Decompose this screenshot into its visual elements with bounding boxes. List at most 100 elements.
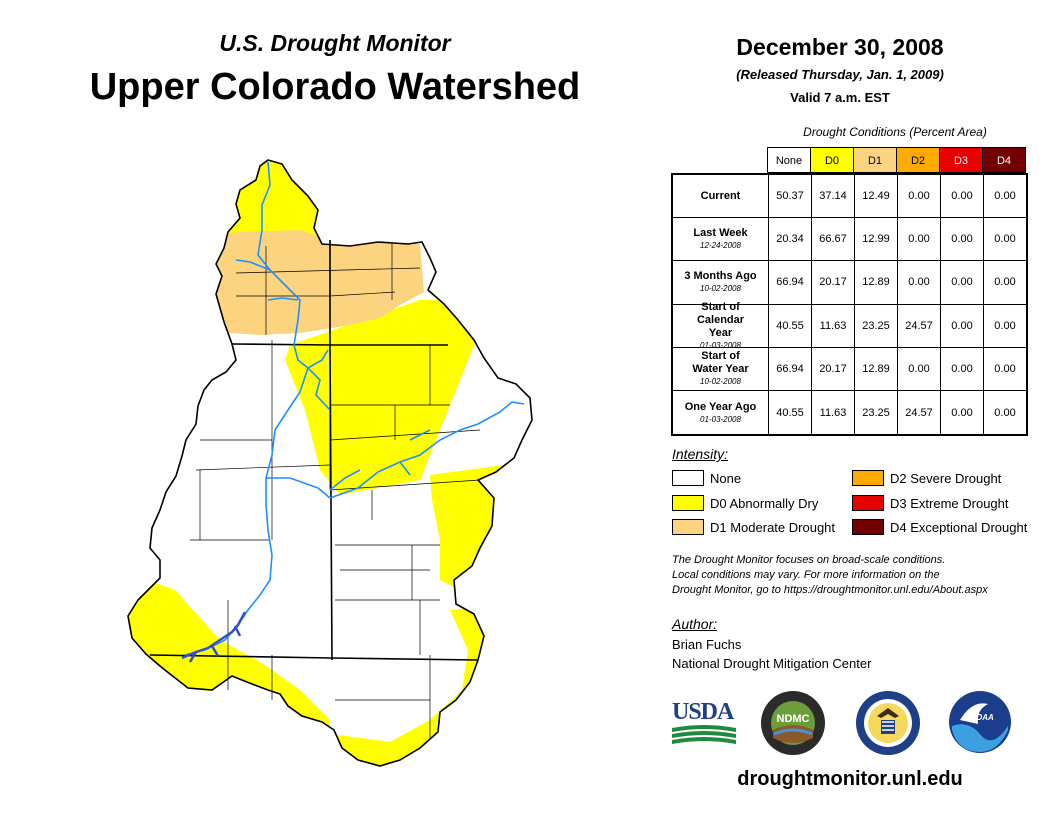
legend-label: D1 Moderate Drought xyxy=(710,519,836,535)
usda-logo-text: USDA xyxy=(672,699,734,725)
row-label: Start of Water Year 10-02-2008 xyxy=(673,347,769,390)
release-date: (Released Thursday, Jan. 1, 2009) xyxy=(736,67,944,82)
table-cell: 40.55 xyxy=(769,304,812,347)
row-label-date: 10-02-2008 xyxy=(700,284,741,294)
row-label: Last Week 12-24-2008 xyxy=(673,218,769,261)
table-cell: 0.00 xyxy=(941,390,984,435)
table-cell: 12.89 xyxy=(855,261,898,304)
table-cell: 20.17 xyxy=(812,347,855,390)
ndmc-logo-text: NDMC xyxy=(777,713,810,725)
table-cell: 0.00 xyxy=(898,347,941,390)
table-cell: 0.00 xyxy=(994,276,1016,289)
table-cell: 0.00 xyxy=(994,319,1016,332)
table-cell: 37.14 xyxy=(812,175,855,218)
disclaimer-note: The Drought Monitor focuses on broad-sca… xyxy=(672,553,1042,598)
legend-item-d2: D2 Severe Drought xyxy=(852,470,1001,486)
table-cell: 24.57 xyxy=(898,304,941,347)
table-cell: 12.49 xyxy=(855,175,898,218)
table-cell: 66.94 xyxy=(769,347,812,390)
legend-item-none: None xyxy=(672,470,741,486)
table-row-current: Current 50.37 37.14 12.49 0.00 0.00 0.00 xyxy=(673,175,1026,219)
table-cell: 11.63 xyxy=(812,390,855,435)
valid-time: Valid 7 a.m. EST xyxy=(790,90,890,105)
author-organization: National Drought Mitigation Center xyxy=(672,656,872,671)
column-header-d4: D4 xyxy=(982,147,1026,173)
legend-label: D2 Severe Drought xyxy=(890,470,1002,486)
table-cell: 50.37 xyxy=(769,175,812,218)
table-cell: 0.00 xyxy=(994,362,1016,375)
river-network xyxy=(184,161,525,656)
table-cell: 0.00 xyxy=(898,261,941,304)
ndmc-logo: NDMC xyxy=(761,691,825,755)
row-label: One Year Ago 01-03-2008 xyxy=(673,390,769,435)
row-label: 3 Months Ago 10-02-2008 xyxy=(673,261,769,304)
column-header-d2: D2 xyxy=(896,147,940,173)
column-header-d3: D3 xyxy=(939,147,983,173)
table-row-start-of-calendar-year: Start of Calendar Year 01-03-2008 40.55 … xyxy=(673,301,1026,350)
legend-swatch xyxy=(852,519,884,535)
legend-swatch xyxy=(852,495,884,511)
row-label-text: 3 Months Ago xyxy=(684,270,757,283)
table-cell: 20.17 xyxy=(812,261,855,304)
author-heading: Author: xyxy=(672,616,718,632)
table-row-3-months-ago: 3 Months Ago 10-02-2008 66.94 20.17 12.8… xyxy=(673,261,1026,305)
table-cell: 0.00 xyxy=(941,304,984,347)
column-header-d0: D0 xyxy=(810,147,854,173)
row-label-date: 12-24-2008 xyxy=(700,241,741,251)
legend-label: D0 Abnormally Dry xyxy=(710,495,819,511)
table-cell: 0.00 xyxy=(994,233,1016,246)
row-label: Start of Calendar Year 01-03-2008 xyxy=(673,301,769,350)
table-cell: 40.55 xyxy=(769,390,812,435)
table-cell: 0.00 xyxy=(898,175,941,218)
drought-conditions-table: Current 50.37 37.14 12.49 0.00 0.00 0.00… xyxy=(671,173,1028,437)
table-cell: 66.67 xyxy=(812,218,855,261)
legend-item-d1: D1 Moderate Drought xyxy=(672,519,835,535)
note-line: The Drought Monitor focuses on broad-sca… xyxy=(672,554,946,566)
table-row-start-of-water-year: Start of Water Year 10-02-2008 66.94 20.… xyxy=(673,347,1026,391)
row-label-text: Last Week xyxy=(693,227,748,240)
commerce-seal-logo xyxy=(856,691,920,755)
lake-powell xyxy=(181,611,247,663)
table-cell: 12.89 xyxy=(855,347,898,390)
legend-label: D4 Exceptional Drought xyxy=(890,519,1028,535)
table-cell: 0.00 xyxy=(941,347,984,390)
legend-item-d0: D0 Abnormally Dry xyxy=(672,495,818,511)
d1-area-north xyxy=(200,230,424,335)
row-label: Current xyxy=(673,175,769,218)
map-subtitle: U.S. Drought Monitor xyxy=(219,30,451,56)
author-name: Brian Fuchs xyxy=(672,637,742,652)
website-url[interactable]: droughtmonitor.unl.edu xyxy=(737,768,963,790)
noaa-logo: NOAA xyxy=(949,691,1011,753)
row-label-text: One Year Ago xyxy=(684,400,757,413)
row-label-text: Start of Water Year xyxy=(692,350,749,376)
row-label-date: 01-03-2008 xyxy=(700,414,741,424)
legend-swatch xyxy=(672,495,704,511)
table-cell: 0.00 xyxy=(941,261,984,304)
legend-item-d3: D3 Extreme Drought xyxy=(852,495,1009,511)
noaa-logo-text: NOAA xyxy=(970,713,994,722)
table-cell: 0.00 xyxy=(941,218,984,261)
column-header-d1: D1 xyxy=(853,147,897,173)
legend-title: Intensity: xyxy=(672,446,729,462)
table-cell: 11.63 xyxy=(812,304,855,347)
column-header-none: None xyxy=(767,147,811,173)
table-cell: 66.94 xyxy=(769,261,812,304)
legend-swatch xyxy=(852,470,884,486)
row-label-date: 01-03-2008 xyxy=(700,340,741,350)
table-cell: 0.00 xyxy=(898,218,941,261)
row-label-text: Start of Calendar Year xyxy=(696,300,745,339)
table-cell: 0.00 xyxy=(994,406,1016,419)
usda-logo-stripes xyxy=(672,725,736,744)
table-cell: 12.99 xyxy=(855,218,898,261)
table-caption: Drought Conditions (Percent Area) xyxy=(803,125,987,139)
legend-swatch xyxy=(672,519,704,535)
legend-label: D3 Extreme Drought xyxy=(890,495,1009,511)
table-cell: 23.25 xyxy=(855,390,898,435)
legend-label: None xyxy=(710,470,742,486)
map-title: Upper Colorado Watershed xyxy=(89,66,581,108)
legend-swatch xyxy=(672,470,704,486)
table-cell: 23.25 xyxy=(855,304,898,347)
note-line: Local conditions may vary. For more info… xyxy=(672,569,940,581)
row-label-date: 10-02-2008 xyxy=(700,377,741,387)
table-row-last-week: Last Week 12-24-2008 20.34 66.67 12.99 0… xyxy=(673,218,1026,262)
